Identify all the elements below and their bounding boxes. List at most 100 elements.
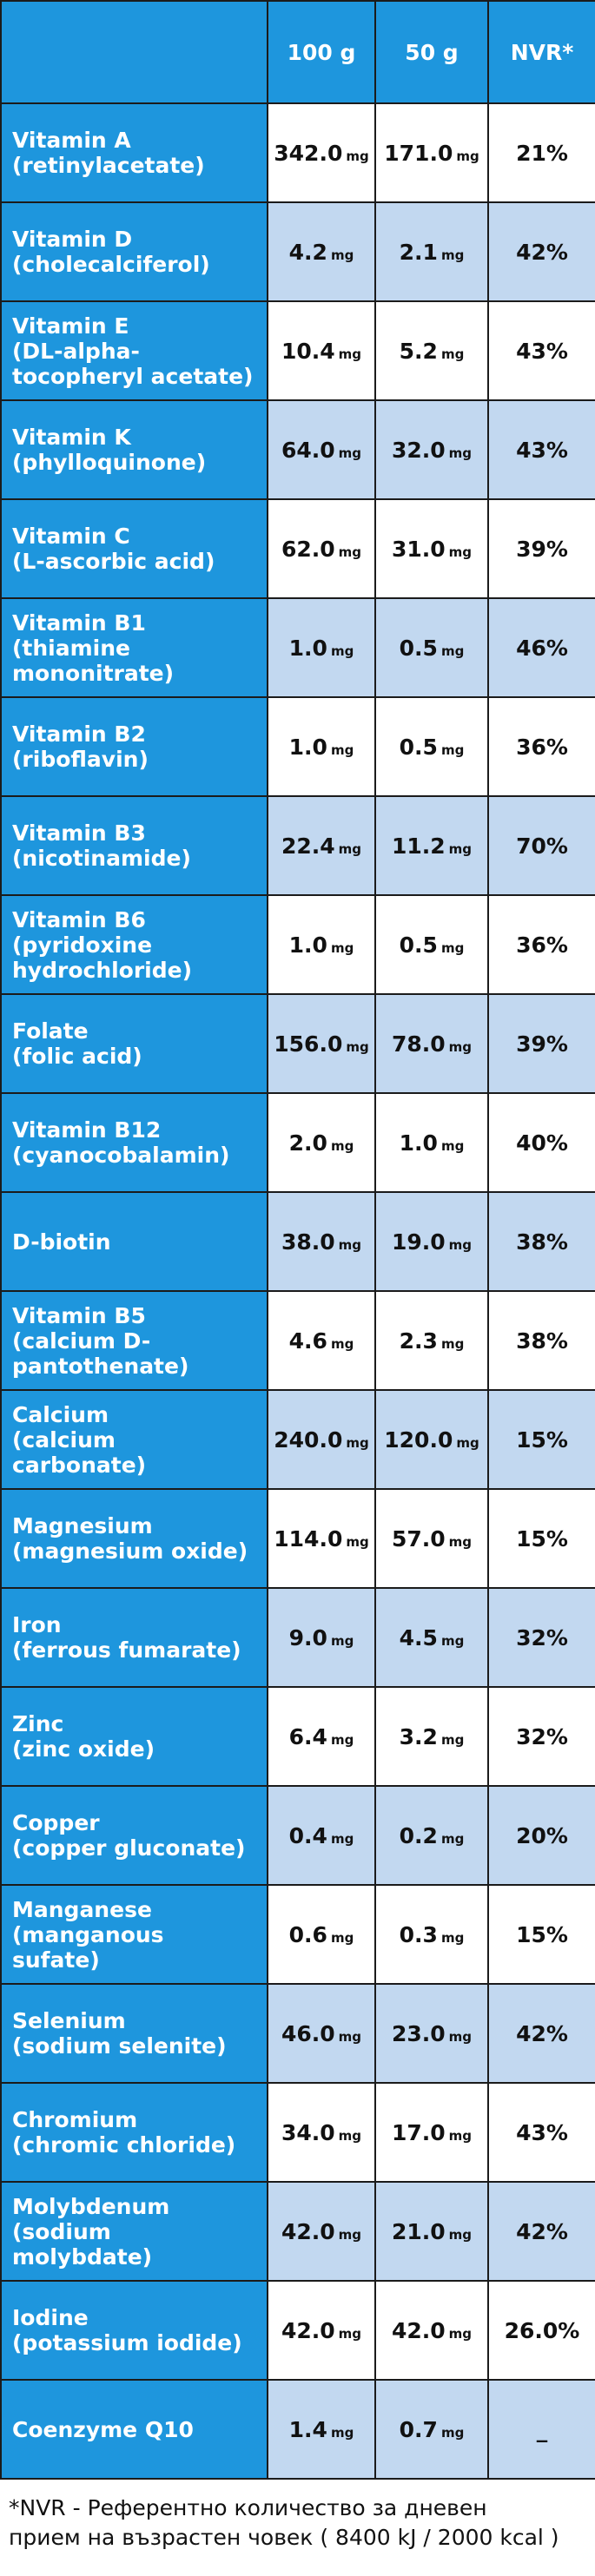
amount-50g-cell-unit: mg: [456, 1434, 479, 1451]
amount-100g-cell-value: 114.0: [274, 1525, 343, 1552]
nvr-cell-value: 42%: [516, 2020, 568, 2046]
table-row: Vitamin B12 (cyanocobalamin) 2.0 mg 1.0 mg 40%: [0, 1092, 595, 1193]
header-blank-cell: [0, 0, 268, 104]
nvr-cell-value: 42%: [516, 2218, 568, 2244]
amount-100g-cell-unit: mg: [338, 445, 362, 461]
amount-50g-cell-unit: mg: [440, 939, 465, 956]
table-row: Vitamin B3 (nicotinamide) 22.4 mg 11.2 mg 70%: [0, 795, 595, 896]
amount-50g-cell-value: 1.0: [399, 1130, 438, 1156]
amount-50g-cell: 171.0 mg: [374, 102, 489, 203]
amount-100g-cell-value: 1.0: [288, 734, 327, 760]
amount-100g-cell-value: 4.6: [288, 1328, 327, 1354]
amount-50g-cell: 57.0 mg: [374, 1488, 489, 1589]
amount-100g-cell-value: 2.0: [288, 1130, 327, 1156]
amount-50g-cell-unit: mg: [440, 1137, 465, 1154]
nvr-cell-value: 43%: [516, 338, 568, 364]
nutrient-name-line2: (potassium iodide): [12, 2330, 242, 2355]
nutrient-name-line2: (magnesium oxide): [12, 1538, 248, 1564]
amount-50g-cell-unit: mg: [440, 1830, 465, 1847]
nvr-cell: 32%: [487, 1587, 595, 1688]
nutrient-name-line1: Vitamin D: [12, 227, 133, 252]
amount-100g-cell-value: 0.6: [288, 1921, 327, 1947]
amount-100g-cell-value: 156.0: [274, 1031, 343, 1057]
nutrient-name-line2: (sodium molybdate): [12, 2218, 153, 2270]
table-row: Vitamin B5 (calcium D-pantothenate) 4.6 mg 2…: [0, 1290, 595, 1391]
amount-50g-cell: 0.2 mg: [374, 1785, 489, 1886]
table-row: Iodine (potassium iodide) 42.0 mg 42.0 mg 26.0…: [0, 2280, 595, 2381]
amount-50g-cell: 32.0 mg: [374, 399, 489, 500]
amount-100g-cell-unit: mg: [338, 840, 362, 857]
nutrient-name-line2: (retinylacetate): [12, 153, 205, 178]
header-100g: 100 g: [267, 0, 376, 104]
amount-100g-cell: 1.0 mg: [267, 597, 376, 698]
nutrient-name-line1: Magnesium: [12, 1513, 153, 1538]
amount-50g-cell: 0.5 mg: [374, 894, 489, 995]
amount-100g-cell: 1.4 mg: [267, 2379, 376, 2480]
amount-50g-cell: 1.0 mg: [374, 1092, 489, 1193]
nutrient-name-line1: Calcium: [12, 1401, 109, 1427]
nutrient-name-line1: Copper: [12, 1810, 100, 1835]
nutrient-name-line1: Vitamin B5: [12, 1302, 146, 1328]
amount-50g-cell-value: 0.7: [399, 2416, 438, 2442]
nvr-cell: 26.0%: [487, 2280, 595, 2381]
nutrient-name-line1: Vitamin B12: [12, 1117, 162, 1143]
amount-50g-cell-unit: mg: [440, 2424, 465, 2441]
amount-100g-cell-unit: mg: [330, 247, 354, 263]
nvr-cell: 21%: [487, 102, 595, 203]
nutrient-name-cell: Selenium (sodium selenite): [0, 1983, 268, 2084]
table-row: Molybdenum (sodium molybdate) 42.0 mg 21.0 mg…: [0, 2181, 595, 2282]
amount-100g-cell-value: 10.4: [281, 338, 335, 364]
amount-100g-cell: 156.0 mg: [267, 993, 376, 1094]
amount-50g-cell-unit: mg: [448, 445, 473, 461]
nvr-cell: 43%: [487, 399, 595, 500]
amount-50g-cell-unit: mg: [440, 642, 465, 659]
nvr-cell-value: 38%: [516, 1328, 568, 1354]
nutrient-name-line2: (cyanocobalamin): [12, 1143, 230, 1168]
amount-50g-cell: 120.0 mg: [374, 1389, 489, 1490]
amount-100g-cell-value: 240.0: [274, 1426, 343, 1453]
nutrient-name-line2: (riboflavin): [12, 747, 149, 772]
nvr-cell-value: 32%: [516, 1723, 568, 1749]
amount-50g-cell: 42.0 mg: [374, 2280, 489, 2381]
nutrient-name-line1: Vitamin A: [12, 128, 131, 153]
amount-100g-cell: 4.2 mg: [267, 201, 376, 302]
nutrient-name-line1: Vitamin B3: [12, 820, 146, 846]
amount-100g-cell: 0.4 mg: [267, 1785, 376, 1886]
amount-50g-cell-unit: mg: [448, 544, 473, 560]
nvr-cell-value: 43%: [516, 2119, 568, 2145]
amount-100g-cell-unit: mg: [338, 1236, 362, 1253]
table-header: 100 g 50 g NVR*: [0, 0, 595, 104]
amount-50g-cell-value: 42.0: [391, 2317, 446, 2343]
amount-100g-cell-unit: mg: [338, 544, 362, 560]
amount-50g-cell-unit: mg: [448, 2325, 473, 2342]
amount-50g-cell-value: 0.5: [399, 635, 438, 661]
nutrient-name-line1: Vitamin C: [12, 524, 130, 549]
amount-50g-cell-value: 21.0: [391, 2218, 446, 2244]
nutrient-name-line2: (phylloquinone): [12, 450, 207, 475]
amount-50g-cell: 21.0 mg: [374, 2181, 489, 2282]
nvr-cell-value: 36%: [516, 932, 568, 958]
amount-100g-cell-unit: mg: [346, 1434, 369, 1451]
nutrient-name-line3: mononitrate): [12, 660, 175, 686]
nvr-cell-value: 43%: [516, 437, 568, 463]
table-row: Folate (folic acid) 156.0 mg 78.0 mg 39%: [0, 993, 595, 1094]
amount-100g-cell: 342.0 mg: [267, 102, 376, 203]
amount-50g-cell-unit: mg: [448, 1236, 473, 1253]
table-body: Vitamin A (retinylacetate) 342.0 mg 171.0 mg 2…: [0, 102, 595, 2480]
nutrient-name-line2: (pyridoxine: [12, 932, 153, 958]
nutrient-name-cell: Vitamin B2 (riboflavin): [0, 696, 268, 797]
nutrient-name-cell: Coenzyme Q10: [0, 2379, 268, 2480]
nutrient-name-line2: (nicotinamide): [12, 846, 191, 871]
amount-100g-cell: 64.0 mg: [267, 399, 376, 500]
nvr-cell: 42%: [487, 2181, 595, 2282]
nvr-cell-value: 40%: [516, 1130, 568, 1156]
amount-100g-cell-value: 38.0: [281, 1229, 335, 1255]
amount-50g-cell-unit: mg: [440, 1731, 465, 1748]
nutrient-name-line2: (calcium carbonate): [12, 1426, 147, 1478]
table-row: Chromium (chromic chloride) 34.0 mg 17.0 mg 43…: [0, 2082, 595, 2183]
table-row: Manganese (manganous sufate) 0.6 mg 0.3 mg 15%: [0, 1884, 595, 1985]
amount-50g-cell-unit: mg: [440, 346, 465, 362]
amount-100g-cell-unit: mg: [330, 1830, 354, 1847]
nvr-cell-value: 36%: [516, 734, 568, 760]
amount-100g-cell-value: 4.2: [288, 239, 327, 265]
